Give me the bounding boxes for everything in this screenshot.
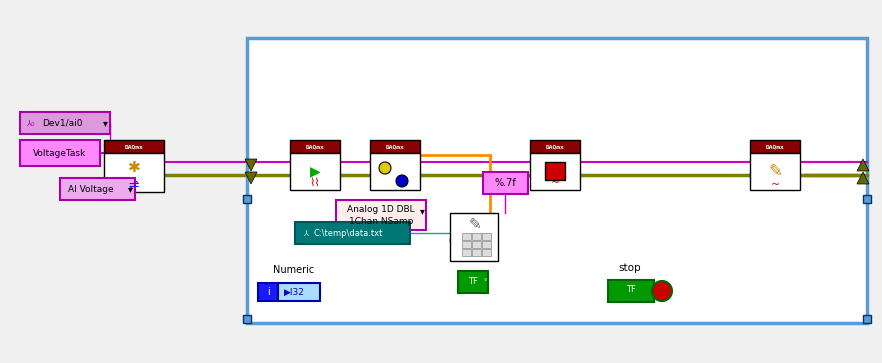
Bar (530, 140, 580, 153)
Text: stop: stop (618, 263, 640, 273)
Bar (247, 38, 867, 323)
Bar (278, 283, 320, 301)
Polygon shape (857, 172, 869, 184)
Bar (482, 233, 491, 240)
Bar (482, 241, 491, 248)
Text: 1Chan NSamp: 1Chan NSamp (348, 217, 413, 227)
Bar (60, 178, 135, 200)
Text: ✎: ✎ (768, 162, 782, 180)
Bar (370, 140, 420, 153)
Bar (472, 249, 481, 256)
Text: ▾: ▾ (420, 206, 424, 216)
Bar (863, 315, 871, 323)
Bar (472, 241, 481, 248)
Bar (243, 315, 251, 323)
Text: ⇌: ⇌ (129, 179, 139, 192)
Text: TF: TF (468, 277, 478, 286)
Text: ▶I32: ▶I32 (284, 287, 305, 297)
Bar (243, 195, 251, 203)
Text: DAQmx: DAQmx (306, 144, 325, 149)
Text: %.7f: %.7f (495, 178, 516, 188)
Polygon shape (245, 172, 257, 184)
Bar (483, 172, 528, 194)
Bar (472, 233, 481, 240)
Bar (370, 153, 420, 190)
Text: C:\temp\data.txt: C:\temp\data.txt (313, 228, 383, 237)
Text: ~: ~ (550, 178, 559, 188)
Text: ⅄₀: ⅄₀ (26, 118, 34, 127)
Text: DAQmx: DAQmx (385, 144, 404, 149)
Bar (482, 249, 491, 256)
Circle shape (379, 162, 391, 174)
Bar (295, 222, 410, 244)
Bar (258, 283, 278, 301)
Text: ⌇⌇: ⌇⌇ (310, 178, 320, 188)
Text: Analog 1D DBL: Analog 1D DBL (348, 205, 415, 215)
Bar (608, 280, 654, 302)
Bar (336, 200, 426, 230)
Text: Dev1/ai0: Dev1/ai0 (42, 118, 83, 127)
Text: DAQmx: DAQmx (124, 144, 144, 149)
Text: DAQmx: DAQmx (766, 144, 784, 149)
Text: VoltageTask: VoltageTask (34, 148, 86, 158)
Text: ✱: ✱ (128, 160, 140, 175)
Bar (20, 112, 110, 134)
Bar (104, 140, 164, 153)
Polygon shape (245, 159, 257, 171)
Text: ~: ~ (770, 180, 780, 190)
Text: DAQmx: DAQmx (546, 144, 564, 149)
Circle shape (652, 281, 672, 301)
Text: °: ° (483, 279, 487, 285)
Circle shape (396, 175, 408, 187)
Text: AI Voltage: AI Voltage (68, 184, 114, 193)
Text: ▶: ▶ (310, 164, 320, 178)
Text: ▾: ▾ (102, 118, 108, 128)
Bar (20, 140, 100, 166)
Bar (450, 213, 498, 261)
Text: TF: TF (626, 286, 636, 294)
Bar (462, 241, 471, 248)
Bar (462, 249, 471, 256)
Text: ⅄: ⅄ (303, 228, 308, 237)
Bar (104, 153, 164, 192)
Bar (530, 153, 580, 190)
Bar (750, 140, 800, 153)
Polygon shape (857, 159, 869, 171)
Bar (458, 271, 488, 293)
Bar (290, 153, 340, 190)
Text: ▾: ▾ (128, 184, 132, 194)
Bar (750, 153, 800, 190)
Bar (863, 195, 871, 203)
Bar (462, 233, 471, 240)
Bar (545, 162, 565, 180)
Text: ✎: ✎ (468, 217, 482, 232)
Text: Numeric: Numeric (273, 265, 314, 275)
Text: i: i (266, 287, 269, 297)
Bar (290, 140, 340, 153)
